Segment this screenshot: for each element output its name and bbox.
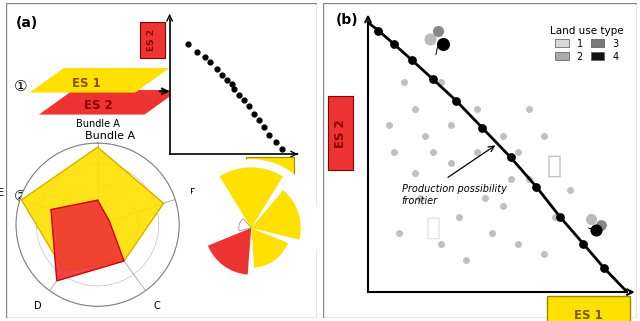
Point bbox=[596, 222, 607, 227]
Point bbox=[250, 111, 260, 116]
Text: (a): (a) bbox=[16, 16, 38, 30]
Bar bbox=[251, 190, 301, 239]
Point bbox=[586, 217, 596, 222]
Point bbox=[212, 66, 222, 72]
Point bbox=[204, 60, 214, 65]
Point bbox=[373, 28, 383, 33]
Point bbox=[271, 139, 281, 144]
Bar bbox=[208, 228, 251, 274]
Point bbox=[239, 98, 250, 103]
Text: ES 2: ES 2 bbox=[334, 119, 347, 148]
Point bbox=[254, 118, 264, 123]
Point bbox=[244, 103, 255, 108]
Text: Bundle A: Bundle A bbox=[209, 131, 260, 141]
FancyBboxPatch shape bbox=[547, 296, 630, 321]
Point bbox=[425, 36, 435, 41]
Text: ES 1: ES 1 bbox=[574, 308, 603, 321]
Polygon shape bbox=[39, 90, 179, 115]
Point bbox=[227, 82, 237, 87]
Point bbox=[389, 41, 399, 47]
Point bbox=[433, 28, 443, 33]
FancyBboxPatch shape bbox=[246, 157, 294, 182]
Point bbox=[407, 58, 417, 63]
Point bbox=[438, 41, 448, 47]
Bar bbox=[239, 219, 251, 231]
Point bbox=[451, 98, 461, 103]
Text: ②: ② bbox=[13, 189, 27, 204]
Point bbox=[217, 72, 227, 77]
Point bbox=[555, 214, 565, 219]
Polygon shape bbox=[29, 68, 170, 92]
Point bbox=[477, 125, 487, 130]
Point bbox=[200, 55, 210, 60]
Text: ①: ① bbox=[13, 79, 27, 94]
FancyBboxPatch shape bbox=[140, 22, 164, 58]
Bar bbox=[251, 228, 288, 268]
Polygon shape bbox=[22, 147, 164, 271]
Polygon shape bbox=[51, 200, 124, 281]
Point bbox=[264, 133, 275, 138]
Point bbox=[234, 92, 244, 97]
Text: ES 2: ES 2 bbox=[84, 99, 113, 112]
Point bbox=[277, 146, 287, 151]
Text: ES 1: ES 1 bbox=[72, 77, 100, 90]
Text: (b): (b) bbox=[336, 13, 358, 27]
Point bbox=[192, 49, 202, 54]
Text: 👎: 👎 bbox=[426, 215, 440, 239]
Point bbox=[599, 265, 609, 270]
Point bbox=[506, 155, 516, 160]
Point bbox=[259, 125, 269, 130]
Point bbox=[578, 241, 588, 246]
Text: Bundle A: Bundle A bbox=[85, 131, 136, 141]
Text: 👍: 👍 bbox=[547, 153, 562, 178]
Text: Production possibility
frontier: Production possibility frontier bbox=[402, 184, 507, 206]
Point bbox=[222, 77, 232, 82]
Text: ES 1: ES 1 bbox=[259, 165, 281, 174]
Bar bbox=[220, 167, 283, 228]
Point bbox=[591, 228, 601, 233]
Text: ES 2: ES 2 bbox=[147, 29, 156, 51]
Point bbox=[428, 76, 438, 82]
Point bbox=[531, 184, 541, 189]
Point bbox=[183, 41, 193, 46]
Legend: 1, 2, 3, 4: 1, 2, 3, 4 bbox=[546, 22, 628, 65]
Point bbox=[229, 87, 239, 92]
